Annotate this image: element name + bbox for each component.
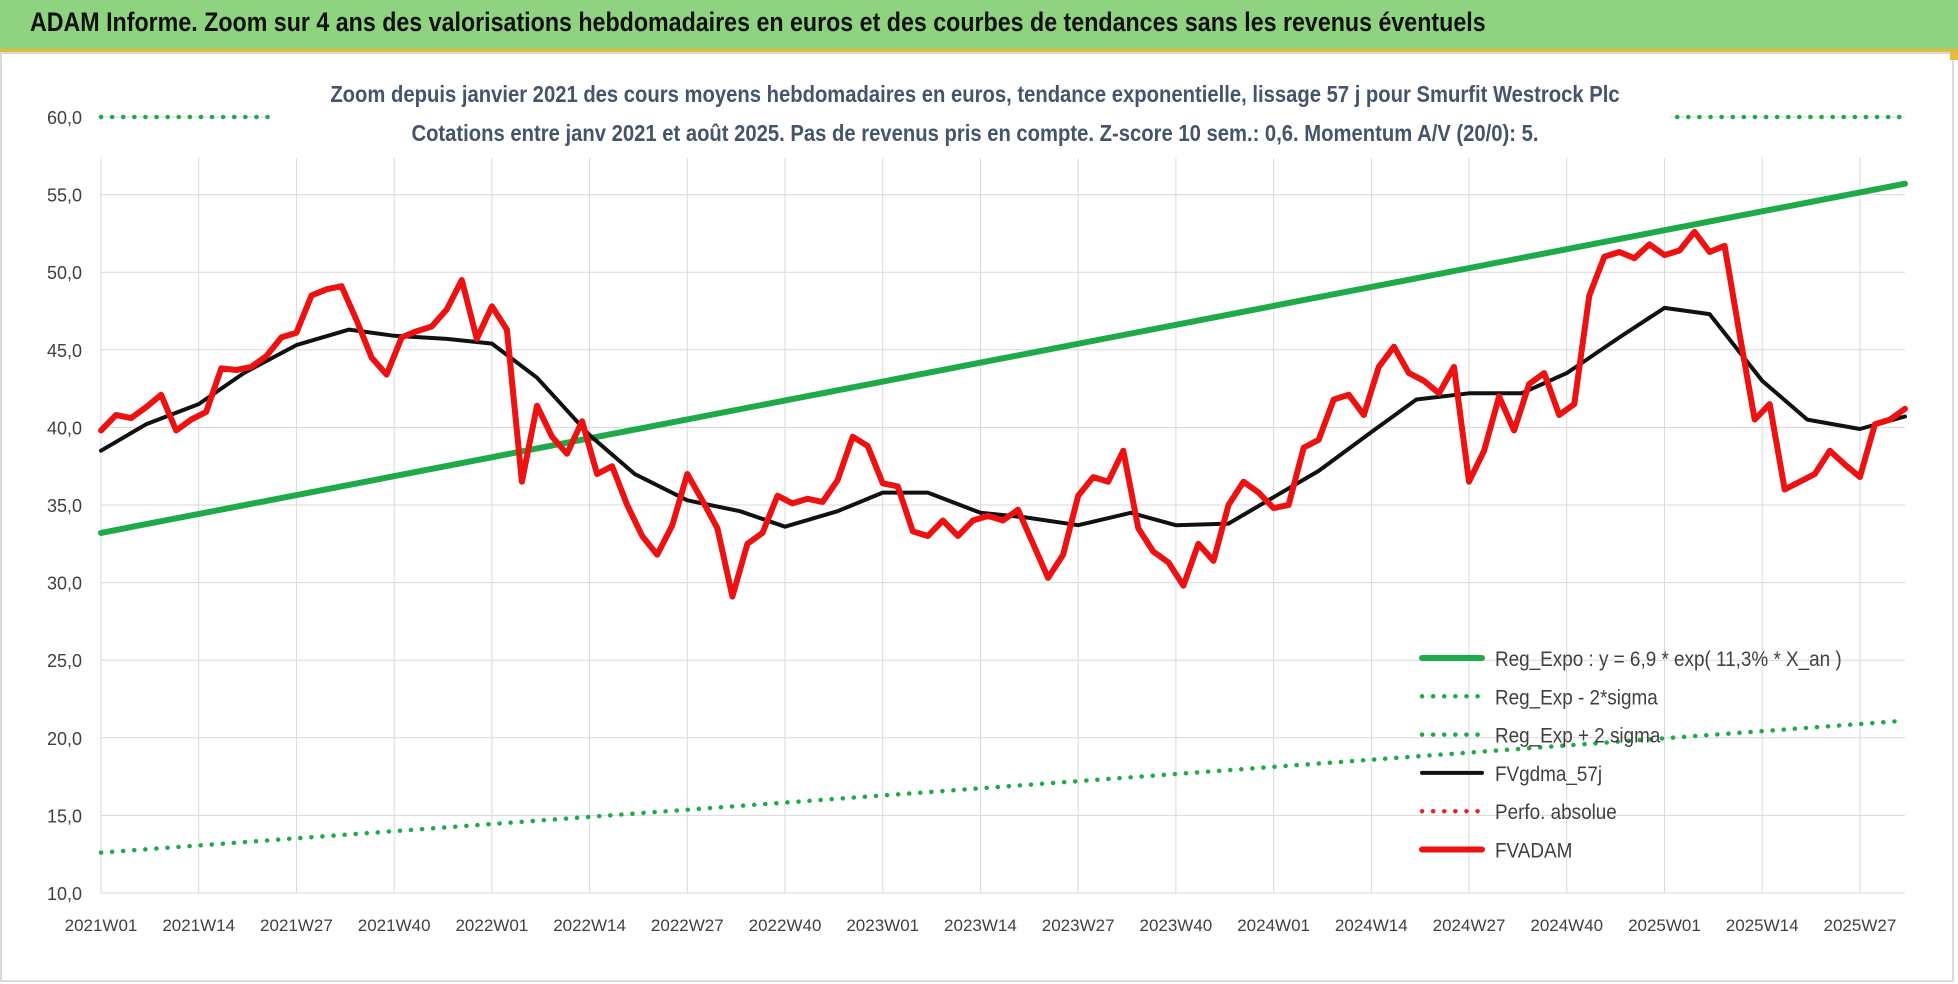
x-tick-label: 2023W40 <box>1139 916 1212 935</box>
x-tick-label: 2023W14 <box>944 916 1017 935</box>
x-tick-label: 2021W40 <box>358 916 431 935</box>
chart-title: Zoom depuis janvier 2021 des cours moyen… <box>330 81 1619 108</box>
series-line-5 <box>98 228 1908 600</box>
y-tick-label: 55,0 <box>47 186 82 206</box>
series-line-3 <box>99 305 1907 529</box>
text-layer: Zoom depuis janvier 2021 des cours moyen… <box>280 72 1670 158</box>
x-tick-label: 2022W14 <box>553 916 626 935</box>
y-tick-label: 45,0 <box>47 341 82 361</box>
x-tick-label: 2024W14 <box>1335 916 1408 935</box>
x-tick-label: 2025W27 <box>1824 916 1897 935</box>
y-tick-label: 50,0 <box>47 263 82 283</box>
x-tick-label: 2025W14 <box>1726 916 1799 935</box>
frame-corner-marker <box>1950 52 1958 60</box>
grid-layer: 10,0 15,0 20,0 25,0 30,0 35,0 40,0 45,0 50,0 55,0… <box>47 108 1905 935</box>
y-tick-label: 20,0 <box>47 729 82 749</box>
y-tick-label: 35,0 <box>47 496 82 516</box>
y-tick-label: 10,0 <box>47 884 82 904</box>
x-tick-label: 2023W27 <box>1042 916 1115 935</box>
y-tick-label: 60,0 <box>47 108 82 128</box>
legend-label-3: FVgdma_57j <box>1495 763 1602 786</box>
x-tick-label: 2022W01 <box>455 916 528 935</box>
x-tick-label: 2022W40 <box>749 916 822 935</box>
y-tick-label: 40,0 <box>47 418 82 438</box>
legend-label-5: FVADAM <box>1495 840 1572 863</box>
x-tick-label: 2021W27 <box>260 916 333 935</box>
x-tick-label: 2023W01 <box>846 916 919 935</box>
y-tick-label: 30,0 <box>47 574 82 594</box>
x-tick-label: 2021W14 <box>162 916 235 935</box>
report-title: ADAM Informe. Zoom sur 4 ans des valoris… <box>30 7 1486 37</box>
x-tick-label: 2022W27 <box>651 916 724 935</box>
y-tick-label: 15,0 <box>47 806 82 826</box>
report-banner: ADAM Informe. Zoom sur 4 ans des valoris… <box>0 0 1958 52</box>
y-tick-label: 25,0 <box>47 651 82 671</box>
legend-label-1: Reg_Exp - 2*sigma <box>1495 686 1659 709</box>
legend-label-0: Reg_Expo : y = 6,9 * exp( 11,3% * X_an ) <box>1495 648 1842 671</box>
chart-subtitle: Cotations entre janv 2021 et août 2025. … <box>411 120 1538 147</box>
x-tick-label: 2021W01 <box>65 916 138 935</box>
x-tick-label: 2025W01 <box>1628 916 1701 935</box>
legend-label-2: Reg_Exp + 2 sigma <box>1495 725 1661 748</box>
x-tick-label: 2024W27 <box>1433 916 1506 935</box>
x-tick-label: 2024W01 <box>1237 916 1310 935</box>
chart-frame <box>0 52 1954 982</box>
x-tick-label: 2024W40 <box>1530 916 1603 935</box>
title-background <box>280 72 1670 158</box>
series-line-1 <box>98 718 1908 855</box>
legend: Reg_Expo : y = 6,9 * exp( 11,3% * X_an )… <box>1419 648 1842 863</box>
legend-label-4: Perfo. absolue <box>1495 801 1617 824</box>
series-line-0 <box>98 180 1908 536</box>
